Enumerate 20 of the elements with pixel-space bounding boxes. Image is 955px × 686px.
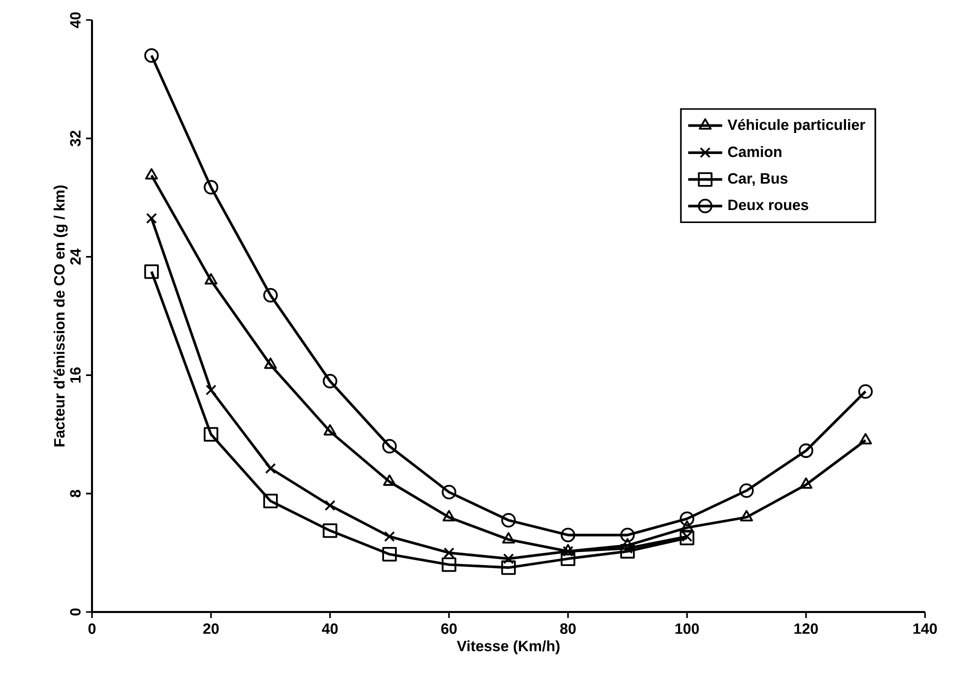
x-tick-label: 80: [560, 623, 576, 634]
legend-label: Car, Bus: [728, 173, 788, 186]
legend-label: Deux roues: [728, 200, 808, 210]
x-tick-label: 60: [441, 623, 457, 634]
y-tick-label: 16: [70, 367, 81, 383]
y-tick-label: 8: [70, 490, 81, 498]
y-axis-title: Facteur d'émission de CO en (g / km): [54, 185, 68, 446]
x-tick-label: 0: [88, 623, 96, 634]
legend-label: Camion: [728, 146, 782, 158]
x-tick-label: 40: [322, 623, 338, 634]
y-tick-label: 24: [70, 248, 81, 265]
x-tick-label: 100: [675, 623, 699, 634]
x-tick-label: 140: [913, 623, 937, 634]
y-tick-label: 32: [70, 130, 81, 146]
x-axis-title: Vitesse (Km/h): [456, 640, 560, 654]
x-tick-label: 120: [794, 623, 818, 634]
legend-label: Véhicule particulier: [728, 118, 866, 134]
x-tick-label: 20: [203, 623, 219, 634]
y-tick-label: 0: [70, 608, 81, 616]
y-tick-label: 40: [70, 12, 81, 28]
